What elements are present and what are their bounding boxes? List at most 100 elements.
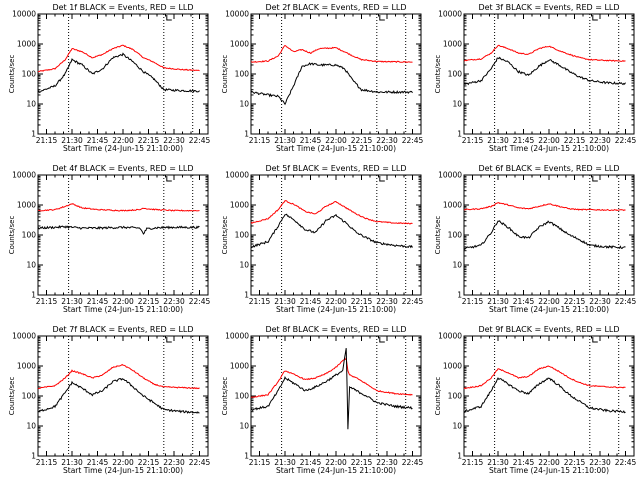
x-tick-label: 21:45: [87, 297, 109, 306]
plot-frame: [37, 335, 209, 457]
range-marker: [166, 337, 172, 343]
plot-frame: [463, 13, 635, 135]
y-tick-label: 100: [22, 392, 37, 401]
events-series-line: [250, 213, 413, 249]
range-marker: [592, 15, 598, 21]
x-tick-label: 21:15: [249, 458, 271, 467]
x-tick-label: 21:45: [87, 136, 109, 145]
y-tick-label: 10000: [12, 10, 36, 19]
y-tick-label: 1: [244, 130, 249, 139]
x-axis-label: Start Time (24-Jun-15 21:10:00): [63, 466, 183, 475]
y-axis-label: Counts/sec: [8, 377, 16, 416]
x-tick-label: 22:00: [538, 458, 560, 467]
lld-series-line: [463, 44, 626, 62]
x-tick-label: 21:30: [61, 297, 83, 306]
y-tick-label: 1000: [230, 40, 249, 49]
panel-title: Det 2f BLACK = Events, RED = LLD: [265, 3, 406, 12]
x-tick-label: 22:30: [376, 136, 398, 145]
lld-series-line: [250, 356, 413, 398]
y-tick-label: 10000: [438, 10, 462, 19]
y-axis-label: Counts/sec: [221, 216, 229, 255]
panel-det-2: Det 2f BLACK = Events, RED = LLD 1 10 100 10…: [221, 3, 424, 153]
panel-det-7: Det 7f BLACK = Events, RED = LLD 1 10 100 10…: [8, 325, 211, 475]
x-tick-label: 22:45: [402, 136, 424, 145]
panel-title: Det 8f BLACK = Events, RED = LLD: [265, 325, 406, 334]
range-marker: [592, 337, 598, 343]
y-tick-label: 1000: [17, 40, 36, 49]
x-tick-label: 21:30: [61, 136, 83, 145]
y-tick-label: 1: [244, 291, 249, 300]
x-tick-label: 22:00: [325, 458, 347, 467]
y-tick-label: 10: [26, 261, 36, 270]
x-tick-label: 21:45: [300, 136, 322, 145]
x-tick-label: 22:00: [325, 136, 347, 145]
panel-det-4: Det 4f BLACK = Events, RED = LLD 1 10 100 10…: [8, 164, 211, 314]
range-marker: [166, 15, 172, 21]
x-tick-label: 22:45: [615, 136, 637, 145]
x-tick-label: 22:15: [564, 136, 586, 145]
y-tick-label: 10: [26, 100, 36, 109]
y-tick-label: 100: [235, 392, 250, 401]
range-marker: [379, 337, 385, 343]
events-series-line: [463, 220, 626, 251]
x-tick-label: 21:45: [300, 458, 322, 467]
y-tick-label: 10000: [12, 332, 36, 341]
x-tick-label: 22:45: [189, 136, 211, 145]
x-tick-label: 22:15: [138, 136, 160, 145]
x-axis-label: Start Time (24-Jun-15 21:10:00): [276, 144, 396, 153]
x-tick-label: 22:00: [112, 136, 134, 145]
y-tick-label: 1000: [443, 40, 462, 49]
x-tick-label: 22:15: [351, 297, 373, 306]
range-marker: [379, 15, 385, 21]
panel-title: Det 1f BLACK = Events, RED = LLD: [52, 3, 193, 12]
y-axis-label: Counts/sec: [434, 55, 442, 94]
x-tick-label: 22:45: [615, 297, 637, 306]
y-tick-label: 10000: [225, 332, 249, 341]
events-series-line: [37, 52, 200, 94]
x-tick-label: 21:15: [36, 136, 58, 145]
x-axis-label: Start Time (24-Jun-15 21:10:00): [489, 144, 609, 153]
y-tick-label: 100: [448, 70, 463, 79]
panel-title: Det 3f BLACK = Events, RED = LLD: [478, 3, 619, 12]
x-tick-label: 21:30: [274, 458, 296, 467]
plot-frame: [463, 335, 635, 457]
y-axis-label: Counts/sec: [8, 55, 16, 94]
plot-frame: [37, 13, 209, 135]
x-axis-label: Start Time (24-Jun-15 21:10:00): [489, 466, 609, 475]
x-tick-label: 22:00: [538, 297, 560, 306]
events-series-line: [464, 56, 626, 86]
x-tick-label: 22:30: [163, 297, 185, 306]
y-tick-label: 10: [239, 422, 249, 431]
x-tick-label: 22:30: [376, 458, 398, 467]
x-tick-label: 21:30: [487, 297, 509, 306]
lld-series-line: [463, 365, 626, 390]
x-tick-label: 21:15: [462, 458, 484, 467]
x-tick-label: 21:45: [513, 458, 535, 467]
x-tick-label: 21:15: [462, 136, 484, 145]
y-tick-label: 100: [448, 392, 463, 401]
x-tick-label: 22:00: [112, 458, 134, 467]
y-axis-label: Counts/sec: [434, 377, 442, 416]
y-tick-label: 1: [457, 291, 462, 300]
lld-series-line: [37, 203, 200, 212]
y-tick-label: 10000: [225, 10, 249, 19]
x-tick-label: 21:15: [36, 458, 58, 467]
y-tick-label: 1000: [443, 201, 462, 210]
panel-title: Det 9f BLACK = Events, RED = LLD: [478, 325, 619, 334]
x-axis-label: Start Time (24-Jun-15 21:10:00): [276, 305, 396, 314]
x-tick-label: 21:45: [513, 297, 535, 306]
x-tick-label: 22:45: [402, 297, 424, 306]
x-tick-label: 22:30: [163, 458, 185, 467]
x-tick-label: 21:15: [36, 297, 58, 306]
x-tick-label: 21:15: [249, 297, 271, 306]
panel-det-8: Det 8f BLACK = Events, RED = LLD 1 10 100 10…: [221, 325, 424, 475]
y-tick-label: 10000: [438, 332, 462, 341]
panel-title: Det 4f BLACK = Events, RED = LLD: [52, 164, 193, 173]
lld-series-line: [37, 44, 200, 73]
x-tick-label: 22:15: [564, 458, 586, 467]
x-tick-label: 22:15: [351, 458, 373, 467]
x-tick-label: 22:15: [351, 136, 373, 145]
y-tick-label: 10000: [225, 171, 249, 180]
x-axis-label: Start Time (24-Jun-15 21:10:00): [276, 466, 396, 475]
x-tick-label: 22:00: [538, 136, 560, 145]
